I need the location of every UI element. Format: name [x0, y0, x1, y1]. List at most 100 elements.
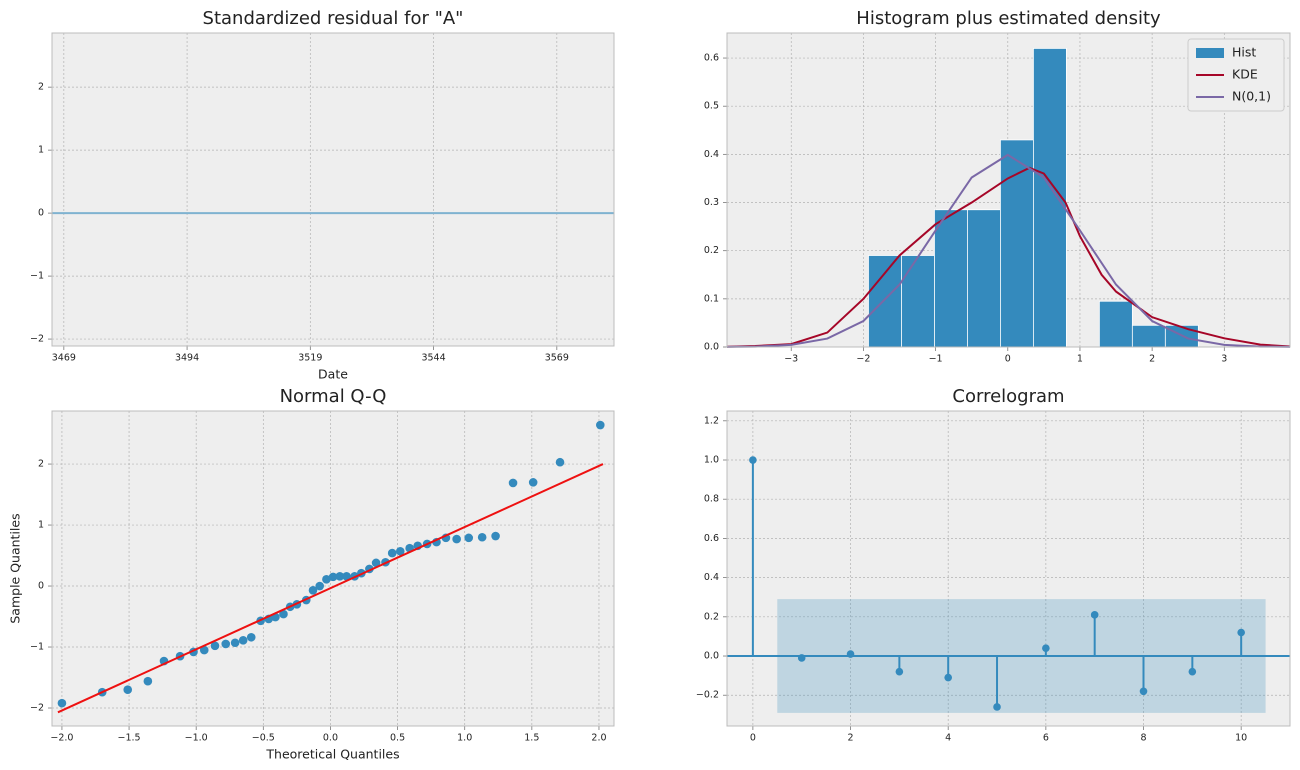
x-tick-label: 3494 — [175, 353, 199, 364]
stem-marker — [846, 650, 855, 658]
qq-point — [387, 548, 397, 558]
qq-point — [335, 571, 345, 581]
qq-point — [308, 586, 318, 595]
qq-point — [596, 420, 605, 430]
y-tick-label: 0 — [38, 208, 44, 219]
y-tick-label: 0.2 — [704, 245, 719, 256]
x-tick-label: 6 — [1043, 733, 1049, 744]
y-tick-label: 0.6 — [704, 53, 719, 64]
y-tick-label: 1 — [38, 145, 44, 156]
x-tick-label: 0 — [1005, 354, 1011, 365]
x-tick-label: −3 — [784, 354, 798, 365]
qq-point — [279, 609, 288, 619]
y-axis-label: Sample Quantiles — [8, 513, 23, 623]
y-tick-label: 2 — [38, 459, 44, 470]
x-tick-label: 3544 — [421, 353, 445, 364]
x-tick-label: 2 — [1149, 354, 1155, 365]
stem-marker — [895, 667, 904, 676]
density-line — [726, 166, 1291, 348]
y-tick-label: 0 — [38, 581, 44, 592]
density-line — [726, 153, 1291, 348]
y-tick-label: 0.0 — [704, 651, 719, 662]
y-tick-label: −1 — [30, 271, 44, 282]
x-tick-label: 2.0 — [591, 733, 606, 744]
legend-swatch — [1196, 48, 1224, 58]
y-tick-label: 1.2 — [704, 415, 719, 426]
legend-label: KDE — [1232, 67, 1258, 82]
qq-point — [508, 478, 518, 488]
x-tick-label: 0.5 — [390, 733, 405, 744]
y-tick-label: −1 — [30, 642, 44, 653]
chart-title: Correlogram — [952, 386, 1064, 407]
stem-marker — [1139, 687, 1148, 696]
x-tick-label: −1.5 — [118, 733, 141, 744]
qq-point — [230, 638, 240, 648]
stem-marker — [993, 703, 1001, 711]
y-tick-label: 0.1 — [704, 293, 719, 304]
qq-point — [477, 532, 487, 542]
axes-frame — [51, 32, 615, 347]
qq-point — [395, 546, 405, 556]
legend-label: Hist — [1232, 45, 1256, 60]
y-tick-label: 1.0 — [704, 455, 719, 466]
qq-point — [315, 581, 325, 591]
stem-marker — [944, 673, 952, 682]
qq-point — [123, 685, 133, 695]
y-tick-label: −2 — [30, 334, 44, 345]
x-tick-label: 3569 — [545, 353, 569, 364]
x-tick-label: −2 — [856, 354, 870, 365]
qq-point — [210, 641, 220, 651]
qq-point — [491, 531, 500, 541]
chart-title: Standardized residual for "A" — [203, 8, 464, 29]
x-tick-label: −1 — [929, 354, 943, 365]
chart-title: Normal Q-Q — [280, 386, 387, 407]
x-axis-label: Theoretical Quantiles — [265, 747, 399, 762]
qq-point — [57, 698, 67, 708]
qq-point — [452, 534, 461, 544]
histogram-bar — [967, 209, 1001, 348]
chart-title: Histogram plus estimated density — [856, 8, 1161, 29]
x-tick-label: 8 — [1140, 733, 1146, 744]
x-tick-label: −1.0 — [185, 733, 208, 744]
x-axis-label: Date — [318, 367, 348, 382]
legend-label: N(0,1) — [1232, 89, 1271, 104]
axes-background — [52, 33, 614, 346]
stem-marker — [797, 654, 806, 662]
stem-marker — [749, 456, 757, 464]
x-tick-label: 2 — [848, 733, 854, 744]
qq-point — [328, 572, 338, 582]
y-tick-label: −0.2 — [696, 690, 719, 701]
histogram-bar — [901, 255, 935, 348]
y-tick-label: 0.8 — [704, 494, 719, 505]
stem-marker — [1090, 611, 1099, 619]
qq-point — [555, 457, 565, 467]
x-tick-label: 10 — [1235, 733, 1247, 744]
qq-point — [238, 636, 248, 645]
histogram-bar — [1000, 139, 1034, 348]
x-tick-label: −2.0 — [50, 733, 73, 744]
qq-point — [464, 533, 474, 543]
y-tick-label: −2 — [30, 703, 44, 714]
x-tick-label: −0.5 — [252, 733, 275, 744]
y-tick-label: 1 — [38, 520, 44, 531]
qq-point — [528, 478, 538, 487]
x-tick-label: 3469 — [52, 353, 76, 364]
qq-point — [143, 676, 153, 686]
y-tick-label: 0.6 — [704, 533, 719, 544]
y-tick-label: 0.2 — [704, 611, 719, 622]
histogram-bar — [1131, 324, 1166, 348]
qq-point — [221, 639, 231, 649]
axes-background — [52, 411, 614, 726]
axes-background — [727, 411, 1290, 726]
qq-point — [246, 632, 256, 642]
y-tick-label: 0.4 — [704, 572, 719, 583]
y-tick-label: 0.0 — [704, 342, 719, 353]
qq-point — [342, 571, 351, 581]
histogram-bar — [1098, 300, 1133, 348]
qq-point — [371, 558, 381, 568]
y-tick-label: 2 — [38, 82, 44, 93]
reference-line — [57, 463, 604, 714]
qq-point — [199, 645, 209, 655]
x-tick-label: 4 — [945, 733, 951, 744]
